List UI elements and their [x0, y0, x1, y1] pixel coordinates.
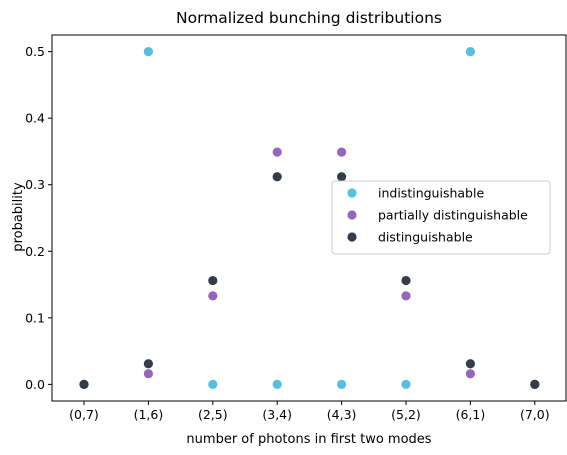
point-series-1 [272, 379, 282, 389]
point-series-2 [208, 291, 218, 301]
point-series-1 [337, 379, 347, 389]
legend-marker [347, 188, 357, 198]
legend-label: distinguishable [378, 230, 473, 245]
point-series-1 [143, 47, 153, 57]
x-axis-label: number of photons in first two modes [186, 432, 431, 447]
point-series-1 [208, 379, 218, 389]
y-tick-label: 0.4 [25, 111, 45, 126]
point-series-3 [143, 359, 153, 369]
legend-frame [331, 180, 551, 255]
x-tick-label: (1,6) [134, 407, 164, 422]
x-tick-label: (6,1) [456, 407, 486, 422]
x-tick-label: (0,7) [69, 407, 99, 422]
x-tick-label: (3,4) [262, 407, 292, 422]
legend-label: partially distinguishable [378, 208, 528, 223]
x-tick-label: (7,0) [520, 407, 550, 422]
legend-label: indistinguishable [378, 186, 484, 201]
legend-marker [347, 232, 357, 242]
plot-area: (0,7) (1,6) (2,5) (3,4) (4,3) (5,2) (6,1) (7,0)… [25, 34, 567, 422]
y-axis-label: probability [11, 182, 26, 252]
point-series-3 [208, 275, 218, 286]
x-tick-label: (5,2) [391, 407, 421, 422]
point-series-2 [143, 369, 153, 379]
x-tick-label: (4,3) [327, 407, 357, 422]
point-series-3 [272, 172, 282, 182]
point-series-3 [79, 379, 89, 389]
x-tick-label: (2,5) [198, 407, 228, 422]
y-tick-label: 0.1 [25, 310, 45, 325]
legend-marker [347, 210, 357, 220]
point-series-3 [465, 359, 475, 369]
point-series-3 [337, 172, 347, 182]
point-series-1 [465, 47, 475, 57]
point-series-3 [530, 379, 540, 389]
y-tick-label: 0.2 [25, 244, 45, 259]
y-tick-label: 0.5 [25, 44, 45, 59]
point-series-1 [401, 379, 411, 389]
chart-title: Normalized bunching distributions [176, 9, 442, 27]
point-series-2 [465, 369, 475, 379]
y-tick-label: 0.0 [25, 377, 45, 392]
point-series-2 [272, 147, 282, 157]
point-series-2 [337, 147, 347, 157]
legend: indistinguishable partially distinguishab… [331, 180, 551, 255]
plot-frame [51, 34, 567, 402]
point-series-2 [401, 291, 411, 301]
y-tick-label: 0.3 [25, 177, 45, 192]
point-series-3 [401, 275, 411, 286]
